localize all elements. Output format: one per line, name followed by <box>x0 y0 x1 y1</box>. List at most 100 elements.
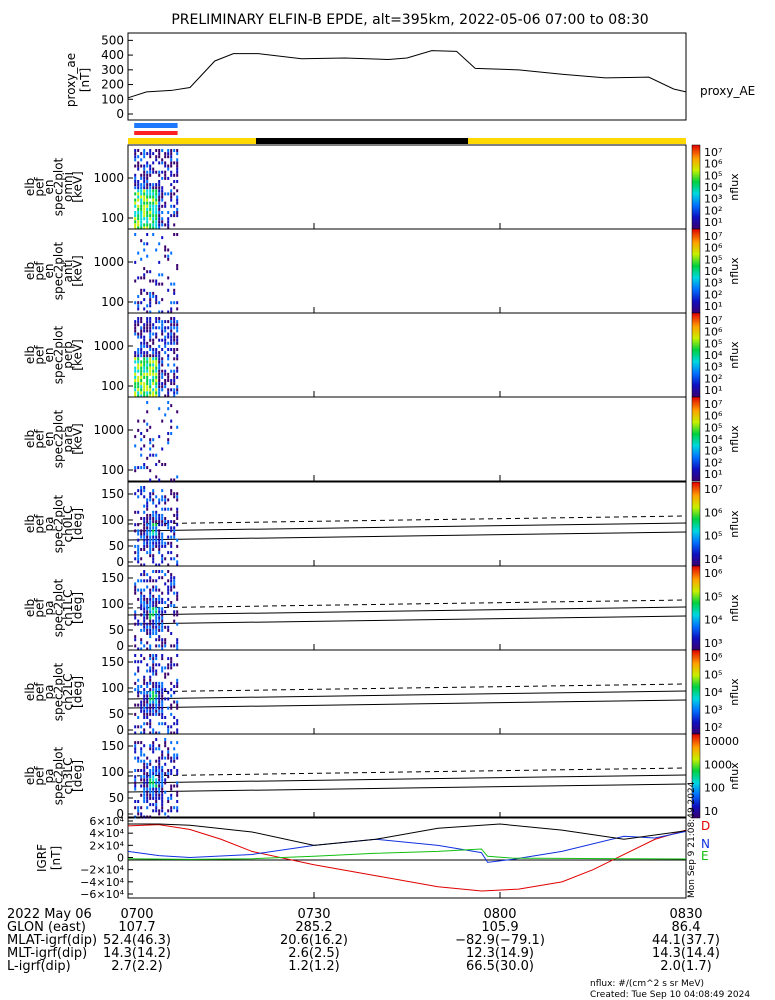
spectrogram-pixel <box>149 669 152 673</box>
spectrogram-pixel <box>155 223 158 227</box>
spectrogram-pixel <box>158 379 161 382</box>
spectrogram-pixel <box>161 709 164 713</box>
spectrogram-pixel <box>140 557 143 561</box>
spectrogram-pixel <box>167 775 170 779</box>
colorbar-tick-label: 10⁷ <box>704 398 722 411</box>
spectrogram-pixel <box>161 495 164 499</box>
spectrogram-pixel <box>158 697 161 701</box>
spectrogram-pixel <box>149 320 152 324</box>
spectrogram-pixel <box>161 538 164 542</box>
spectrogram-pixel <box>155 604 158 608</box>
spectrogram-pixel <box>167 164 170 168</box>
spectrogram-pixel <box>173 585 176 589</box>
spectrogram-pixel <box>149 357 152 361</box>
spectrogram-pixel <box>155 220 158 224</box>
spectrogram-pixel <box>149 513 152 517</box>
spectrogram-pixel <box>152 594 155 598</box>
panel-ytick-label: 50 <box>109 707 124 721</box>
spectrogram-pixel <box>176 685 179 688</box>
spectrogram-pixel <box>155 759 158 763</box>
spectrogram-pixel <box>155 622 158 626</box>
spectrogram-pixel <box>146 422 149 426</box>
spectrogram-pixel <box>155 504 158 508</box>
spectrogram-pixel <box>149 719 152 723</box>
spectrogram-pixel <box>140 613 143 617</box>
spectrogram-pixel <box>134 211 137 214</box>
spectrogram-pixel <box>176 560 179 564</box>
spectrogram-pixel <box>170 183 173 187</box>
spectrogram-pixel <box>173 535 176 539</box>
spectrogram-pixel <box>155 700 158 704</box>
spectrogram-pixel <box>167 401 170 404</box>
spectrogram-pixel <box>158 192 161 196</box>
spectrogram-pixel <box>173 301 176 305</box>
spectrogram-pixel <box>140 563 143 567</box>
spectrogram-pixel <box>176 341 179 345</box>
spectrogram-pixel <box>161 607 164 611</box>
spectrogram-pixel <box>140 579 143 583</box>
igrf-ylabel-2: [nT] <box>49 846 63 870</box>
spectrogram-pixel <box>143 351 146 355</box>
panel-ytick-label: 1000 <box>93 423 124 437</box>
spectrogram-pixel <box>161 694 164 698</box>
panel-ytick-label: 150 <box>101 571 124 585</box>
spectrogram-pixel <box>176 517 179 520</box>
spectrogram-pixel <box>158 344 161 348</box>
spectrogram-pixel <box>134 435 137 439</box>
panel-ylabel-line: elb <box>23 515 37 533</box>
spectrogram-pixel <box>149 554 152 558</box>
igrf-lines <box>127 823 687 892</box>
spectrogram-pixel <box>167 248 170 252</box>
spectrogram-pixel <box>155 375 158 379</box>
spectrogram-pixel <box>137 809 140 813</box>
spectrogram-pixel <box>164 523 167 527</box>
spectrogram-pixel <box>134 557 137 561</box>
spectrogram-pixel <box>173 610 176 614</box>
spectrogram-pixel <box>155 781 158 785</box>
spectrogram-pixel <box>149 772 152 776</box>
spectrogram-pixel <box>140 183 143 187</box>
spectrogram-pixel <box>158 628 161 632</box>
panel-ylabel-line: spec2plot <box>52 662 66 721</box>
spectrogram-pixel <box>164 170 167 174</box>
spectrogram-pixel <box>143 709 146 713</box>
spectrogram-pixel <box>176 158 179 162</box>
spectrogram-pixel <box>161 282 164 286</box>
spectrogram-pixel <box>158 385 161 389</box>
spectrogram-pixel <box>146 214 149 218</box>
spectrogram-pixel <box>167 666 170 670</box>
pitch-spectrogram-panel-0: elbpefpaspec2plotch0LC[deg]15010050010⁷1… <box>23 481 741 569</box>
spectrogram-pixel <box>137 660 140 664</box>
spectrogram-pixel <box>170 573 173 577</box>
spectrogram-pixel <box>170 489 173 493</box>
spectrogram-pixel <box>140 812 143 816</box>
spectrogram-pixel <box>143 728 146 732</box>
loss-cone-dashed <box>127 683 687 693</box>
spectrogram-pixel <box>137 544 140 548</box>
spectrogram-pixel <box>176 663 179 667</box>
spectrogram-pixel <box>173 526 176 530</box>
spectrogram-pixel <box>176 410 179 414</box>
spectrogram-pixel <box>143 176 146 180</box>
spectrogram-pixel <box>149 217 152 221</box>
spectrogram-pixel <box>149 204 152 208</box>
footer-label-glon: GLON (east) <box>7 920 86 935</box>
proxy-ae-ytick-label: 500 <box>101 33 124 47</box>
spectrogram-pixel <box>152 660 155 664</box>
spectrogram-pixel <box>155 787 158 791</box>
spectrogram-pixel <box>170 601 173 604</box>
colorbar-tick-label: 10³ <box>704 704 722 717</box>
spectrogram-pixel <box>152 192 155 196</box>
spectrogram-pixel <box>149 310 152 314</box>
spectrogram-pixel <box>140 597 143 601</box>
spectrogram-pixel <box>170 161 173 165</box>
spectrogram-pixel <box>146 800 149 803</box>
spectrogram-pixel <box>161 363 164 367</box>
footer-col0-mlt: 14.3(14.2) <box>103 946 171 961</box>
spectrogram-pixel <box>134 220 137 224</box>
spectrogram-pixel <box>167 753 170 757</box>
spectrogram-pixel <box>146 613 149 617</box>
spectrogram-pixel <box>137 366 140 370</box>
spectrogram-pixel <box>143 570 146 573</box>
spectrogram-pixel <box>137 669 140 673</box>
